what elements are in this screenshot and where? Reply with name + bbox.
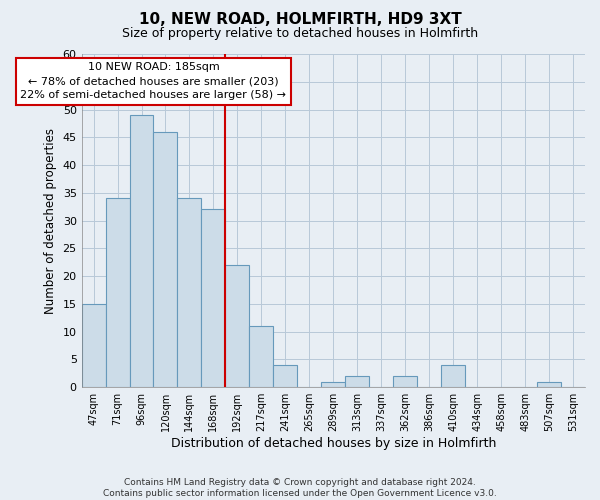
X-axis label: Distribution of detached houses by size in Holmfirth: Distribution of detached houses by size … xyxy=(170,437,496,450)
Text: Contains HM Land Registry data © Crown copyright and database right 2024.
Contai: Contains HM Land Registry data © Crown c… xyxy=(103,478,497,498)
Bar xyxy=(393,376,417,387)
Text: Size of property relative to detached houses in Holmfirth: Size of property relative to detached ho… xyxy=(122,28,478,40)
Bar xyxy=(154,132,178,387)
Bar xyxy=(274,365,298,387)
Bar xyxy=(106,198,130,387)
Bar xyxy=(178,198,202,387)
Text: 10 NEW ROAD: 185sqm
← 78% of detached houses are smaller (203)
22% of semi-detac: 10 NEW ROAD: 185sqm ← 78% of detached ho… xyxy=(20,62,286,100)
Bar xyxy=(441,365,465,387)
Y-axis label: Number of detached properties: Number of detached properties xyxy=(44,128,57,314)
Bar xyxy=(82,304,106,387)
Bar xyxy=(345,376,369,387)
Text: 10, NEW ROAD, HOLMFIRTH, HD9 3XT: 10, NEW ROAD, HOLMFIRTH, HD9 3XT xyxy=(139,12,461,28)
Bar xyxy=(250,326,274,387)
Bar xyxy=(226,265,250,387)
Bar xyxy=(321,382,345,387)
Bar xyxy=(537,382,561,387)
Bar xyxy=(130,115,154,387)
Bar xyxy=(202,210,226,387)
